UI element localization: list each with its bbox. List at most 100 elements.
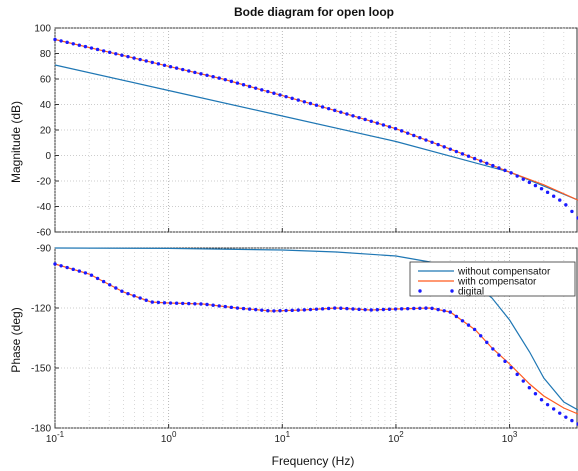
y-tick-label: -90: [37, 244, 52, 255]
data-point: [181, 67, 185, 72]
data-point: [114, 52, 118, 56]
data-point: [418, 306, 422, 310]
data-point: [333, 306, 337, 310]
data-point: [363, 117, 367, 122]
data-point: [333, 108, 337, 113]
y-tick-label: -180: [31, 424, 51, 435]
data-point: [77, 43, 82, 47]
chart-title: Bode diagram for open loop: [234, 5, 394, 19]
data-point: [284, 94, 288, 99]
data-point: [241, 306, 246, 311]
data-point: [71, 42, 75, 46]
data-point: [521, 379, 525, 383]
y-tick-label: 60: [40, 75, 52, 86]
data-point: [424, 138, 428, 142]
data-point: [217, 76, 221, 80]
data-point: [229, 79, 234, 84]
data-point: [345, 306, 349, 311]
data-point: [302, 100, 307, 104]
data-point: [65, 265, 69, 270]
data-point: [235, 306, 240, 310]
data-point: [478, 159, 483, 163]
data-point: [211, 75, 215, 79]
data-point: [156, 62, 161, 66]
data-point: [387, 307, 392, 311]
data-point: [199, 302, 203, 306]
data-point: [83, 44, 88, 49]
data-point: [466, 154, 471, 158]
data-point: [393, 307, 398, 311]
data-point: [466, 323, 471, 327]
data-point: [412, 306, 416, 311]
data-point: [387, 125, 392, 129]
data-point: [503, 359, 507, 364]
data-point: [144, 59, 148, 63]
data-point: [302, 308, 307, 312]
data-point: [381, 123, 386, 127]
data-point: [253, 307, 258, 312]
data-point: [436, 142, 440, 147]
data-point: [108, 50, 112, 55]
data-point: [174, 301, 179, 305]
data-point: [199, 72, 203, 76]
data-point: [527, 386, 532, 390]
data-point: [454, 314, 459, 319]
data-point: [564, 203, 568, 207]
data-point: [399, 129, 404, 133]
data-point: [399, 307, 404, 311]
data-point: [326, 106, 331, 111]
data-point: [101, 49, 106, 53]
data-point: [59, 39, 63, 43]
data-point: [71, 267, 75, 272]
data-point: [308, 101, 313, 106]
data-point: [375, 308, 380, 312]
data-point: [65, 40, 69, 45]
data-point: [266, 89, 270, 94]
series-2-markers: [53, 37, 578, 220]
data-point: [260, 308, 264, 312]
data-point: [448, 310, 452, 314]
data-point: [418, 136, 422, 140]
data-point: [478, 334, 483, 338]
data-point: [314, 307, 319, 311]
data-point: [223, 304, 227, 309]
data-point: [539, 398, 544, 402]
data-point: [436, 307, 440, 312]
data-point: [442, 309, 446, 313]
phase-ylabel: Phase (deg): [9, 307, 23, 372]
y-tick-label: -120: [31, 304, 51, 315]
data-point: [345, 112, 349, 116]
data-point: [108, 283, 112, 287]
data-point: [223, 77, 227, 82]
data-point: [144, 298, 148, 302]
data-point: [393, 126, 398, 131]
data-point: [497, 353, 501, 357]
data-point: [485, 161, 489, 165]
data-point: [187, 69, 191, 73]
data-point: [527, 180, 532, 185]
data-point: [53, 262, 57, 266]
data-point: [357, 307, 361, 312]
magnitude-panel: -60 -40 -20 0 20 40 60 80 100: [34, 24, 578, 239]
data-point: [89, 46, 94, 50]
data-point: [545, 402, 550, 407]
data-point: [241, 83, 246, 87]
data-point: [101, 279, 106, 284]
data-point: [515, 372, 519, 377]
data-point: [551, 407, 556, 411]
data-point: [369, 308, 373, 312]
data-point: [539, 187, 544, 191]
data-point: [485, 340, 489, 345]
data-point: [339, 306, 343, 310]
data-point: [272, 309, 276, 313]
data-point: [156, 300, 161, 305]
legend-swatch-dot: [450, 289, 454, 293]
data-point: [412, 133, 416, 138]
data-point: [442, 145, 446, 149]
data-point: [497, 166, 501, 170]
legend-label: digital: [458, 287, 484, 298]
data-point: [509, 171, 513, 175]
data-point: [375, 121, 380, 125]
data-point: [460, 152, 465, 156]
